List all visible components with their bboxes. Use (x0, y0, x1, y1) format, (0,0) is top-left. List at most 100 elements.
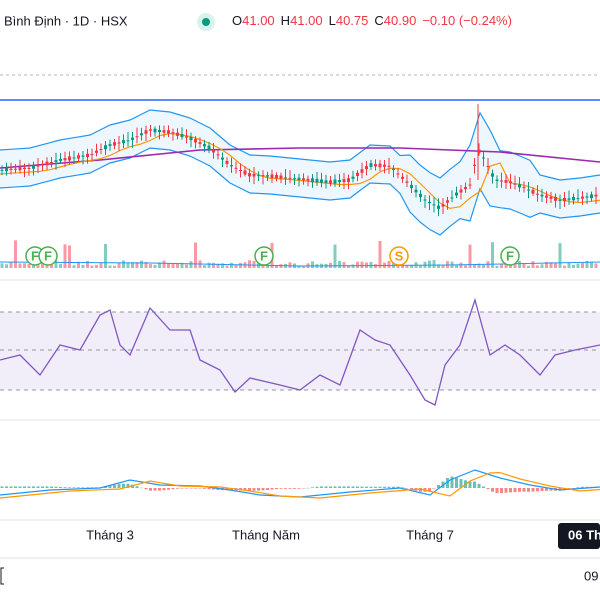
candle-body (5, 167, 8, 172)
ma-long (0, 147, 600, 169)
macd-histogram (383, 486, 386, 488)
macd-histogram (68, 487, 71, 488)
ohlc-value: 41.00 (242, 13, 275, 28)
bollinger-upper (0, 109, 600, 181)
candle-body (77, 155, 80, 159)
volume-bar (185, 264, 188, 268)
candle-body (230, 165, 233, 167)
macd-histogram (495, 488, 499, 494)
candle-body (401, 176, 404, 179)
macd-histogram (189, 488, 193, 489)
macd-histogram (329, 486, 332, 488)
candle-body (14, 168, 17, 170)
volume-bar (567, 262, 571, 268)
volume-bar (144, 262, 148, 268)
macd-histogram (306, 487, 310, 489)
volume-bar (540, 264, 544, 268)
macd-histogram (212, 488, 215, 490)
volume-bar (140, 260, 143, 268)
macd-histogram (302, 488, 305, 489)
macd-histogram (536, 488, 539, 492)
candle-body (450, 197, 454, 199)
macd-histogram (207, 488, 211, 490)
macd-histogram (509, 488, 512, 493)
marker-label: F (260, 248, 268, 263)
candle-body (387, 165, 391, 167)
macd-histogram (41, 486, 44, 488)
volume-bar (594, 263, 598, 268)
candle-body (513, 183, 517, 185)
volume-bar (275, 265, 278, 268)
marker-circle (389, 246, 409, 266)
macd-histogram (81, 487, 85, 488)
macd-signal (0, 471, 600, 499)
ohlc-value: 40.90 (384, 13, 417, 28)
macd-histogram (446, 477, 449, 488)
marker-label: F (31, 248, 39, 263)
candle-body (590, 194, 593, 199)
macd-histogram (86, 487, 89, 488)
candle-body (536, 193, 539, 195)
candle-body (423, 199, 427, 201)
status-dot (202, 18, 210, 26)
macd-histogram (567, 488, 571, 489)
volume-bar (225, 265, 229, 268)
volume-bar (522, 263, 526, 268)
volume-bar (41, 261, 44, 268)
candle-body (207, 145, 211, 150)
marker-circle (500, 246, 520, 266)
volume-bar (302, 265, 305, 268)
candle-body (41, 164, 44, 166)
macd-histogram (369, 486, 373, 488)
candle-body (257, 175, 260, 177)
volume-bar (333, 244, 337, 268)
candle-body (108, 144, 112, 146)
candle-body (59, 158, 62, 161)
macd-histogram (90, 487, 94, 488)
candle-body (383, 164, 386, 167)
ohlc-key: C (374, 13, 383, 28)
candle-body (576, 198, 580, 200)
volume-bar (221, 263, 224, 268)
macd-histogram (252, 488, 256, 491)
macd-histogram (491, 488, 494, 492)
candle-body (549, 196, 553, 199)
candle-body (90, 153, 94, 155)
volume-bar (581, 262, 584, 268)
macd-histogram (365, 486, 368, 488)
volume-bar (99, 263, 103, 268)
candle-body (504, 180, 508, 183)
macd-histogram (59, 486, 62, 488)
macd-histogram (288, 488, 292, 489)
candle-body (9, 168, 13, 170)
macd-histogram (486, 488, 490, 490)
candle-body (315, 178, 319, 183)
bracket (0, 567, 4, 585)
macd-histogram (477, 483, 481, 488)
volume-bar (401, 264, 404, 268)
candle-body (54, 160, 58, 162)
macd-histogram (275, 488, 278, 490)
macd-histogram (455, 477, 458, 488)
volume-bar (464, 265, 467, 268)
volume-bar (203, 265, 206, 268)
volume-bar (419, 265, 422, 268)
macd-histogram (392, 486, 395, 488)
candle-body (365, 166, 368, 170)
macd-histogram (572, 488, 575, 489)
candle-body (50, 162, 53, 164)
candle-body (0, 169, 4, 171)
ohlc-key: O (232, 13, 242, 28)
rsi-band (0, 312, 600, 390)
macd-histogram (342, 486, 346, 488)
candle-body (275, 175, 278, 179)
macd-histogram (0, 486, 4, 488)
macd-histogram (261, 488, 265, 491)
candle-body (135, 136, 139, 138)
macd-histogram (293, 488, 296, 489)
candle-body (473, 164, 476, 166)
candle-body (545, 195, 548, 198)
candle-body (266, 175, 269, 177)
volume-bar (189, 261, 193, 268)
macd-histogram (113, 484, 116, 488)
